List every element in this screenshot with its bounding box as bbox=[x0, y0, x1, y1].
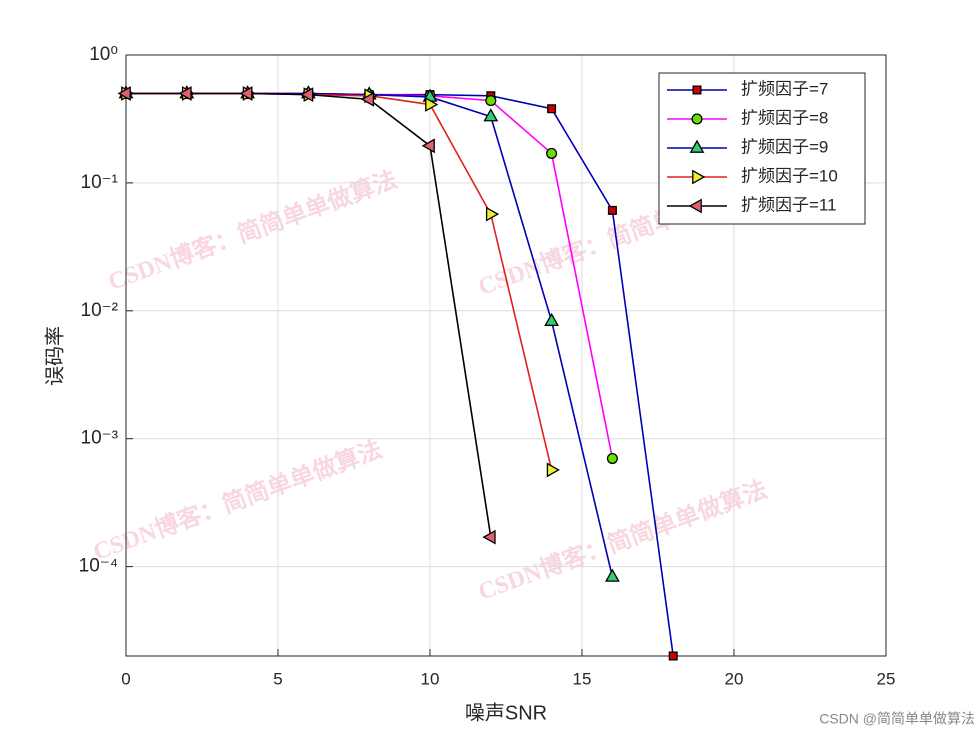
point bbox=[606, 452, 618, 465]
point bbox=[483, 108, 499, 122]
point bbox=[421, 138, 435, 154]
point bbox=[300, 87, 314, 103]
point bbox=[117, 86, 131, 101]
point bbox=[482, 529, 496, 545]
point bbox=[360, 91, 375, 107]
y-axis-label: 误码率 bbox=[43, 326, 66, 386]
point bbox=[604, 568, 620, 582]
legend-label: 扩频因子=11 bbox=[741, 195, 837, 214]
x-tick-label: 20 bbox=[725, 669, 744, 688]
point bbox=[668, 651, 678, 661]
legend-label: 扩频因子=9 bbox=[741, 137, 828, 156]
point bbox=[178, 86, 192, 101]
point bbox=[485, 95, 497, 107]
y-tick-label: 10⁰ bbox=[89, 44, 118, 65]
x-axis-label: 噪声SNR bbox=[465, 701, 547, 724]
y-tick-label: 10⁻¹ bbox=[81, 172, 119, 193]
legend-marker bbox=[688, 198, 702, 214]
point bbox=[547, 104, 557, 114]
legend-marker bbox=[691, 113, 703, 125]
legend-marker bbox=[692, 85, 702, 95]
legend-label: 扩频因子=10 bbox=[741, 166, 838, 185]
x-tick-label: 5 bbox=[273, 669, 282, 688]
legend-label: 扩频因子=8 bbox=[741, 108, 828, 127]
point bbox=[485, 206, 500, 222]
x-tick-label: 10 bbox=[421, 669, 440, 688]
plot-frame bbox=[125, 54, 887, 657]
legend-marker bbox=[692, 169, 706, 185]
point bbox=[239, 86, 253, 101]
point bbox=[546, 462, 560, 478]
point bbox=[544, 312, 560, 327]
x-tick-label: 15 bbox=[573, 669, 592, 688]
y-tick-label: 10⁻³ bbox=[81, 428, 119, 449]
point bbox=[607, 205, 617, 215]
y-tick-label: 10⁻⁴ bbox=[79, 556, 118, 577]
point bbox=[425, 97, 439, 112]
credit: CSDN @简简单单做算法 bbox=[819, 711, 975, 727]
y-tick-label: 10⁻² bbox=[81, 300, 119, 321]
point bbox=[546, 147, 558, 159]
x-tick-label: 25 bbox=[877, 669, 896, 688]
x-tick-label: 0 bbox=[121, 669, 130, 688]
legend: 扩频因子=7 扩频因子=8 扩频因子=9 扩频因子=10 扩频因子=11 bbox=[658, 72, 866, 225]
legend-marker bbox=[689, 139, 705, 153]
legend-label: 扩频因子=7 bbox=[741, 79, 828, 98]
